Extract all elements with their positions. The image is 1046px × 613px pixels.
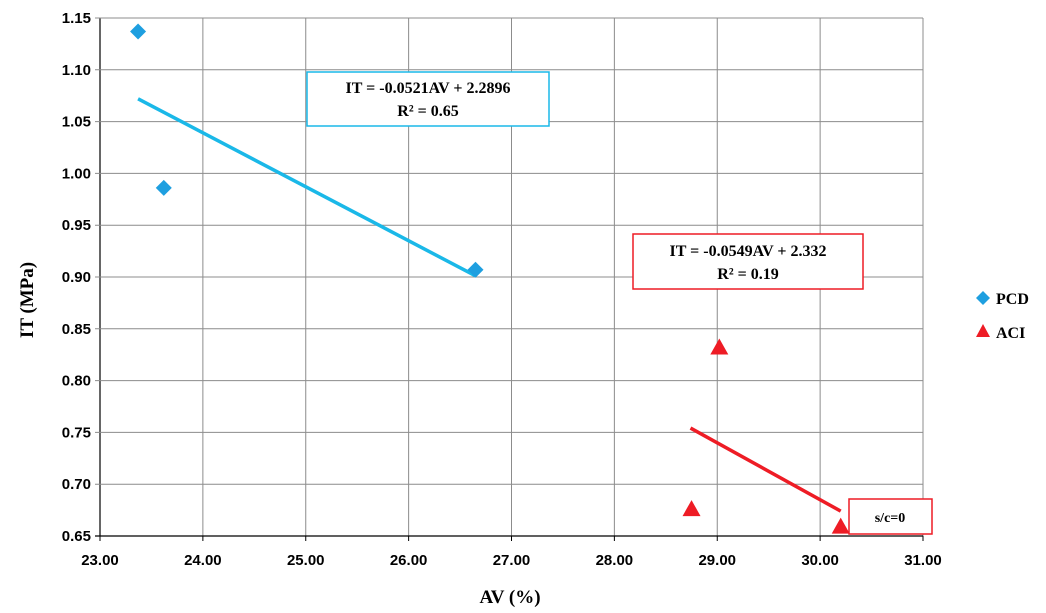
x-tick-label: 29.00: [698, 552, 736, 569]
x-tick-label: 31.00: [904, 552, 942, 569]
aci-r-squared-text: R² = 0.19: [717, 266, 778, 283]
x-tick-label: 25.00: [287, 552, 325, 569]
legend-pcd-label: PCD: [996, 291, 1029, 308]
x-tick-label: 27.00: [493, 552, 531, 569]
sc-label-text: s/c=0: [875, 511, 906, 526]
y-tick-label: 0.70: [62, 476, 91, 493]
y-axis-title: IT (MPa): [17, 262, 38, 338]
x-axis-title: AV (%): [479, 587, 540, 608]
pcd-equation-box: IT = -0.0521AV + 2.2896 R² = 0.65: [306, 71, 550, 127]
legend-item-aci: ACI: [976, 324, 1025, 342]
x-tick-label: 30.00: [801, 552, 839, 569]
sc-label-border: [848, 498, 933, 535]
legend-aci-label: ACI: [996, 325, 1025, 342]
y-tick-label: 0.80: [62, 373, 91, 390]
aci-trendline: [689, 426, 842, 513]
x-tick-label: 26.00: [390, 552, 428, 569]
x-tick-label: 23.00: [81, 552, 119, 569]
y-tick-label: 0.65: [62, 528, 91, 545]
pcd-equation-text: IT = -0.0521AV + 2.2896: [346, 80, 511, 97]
y-tick-label: 1.05: [62, 114, 91, 131]
pcd-trendline: [137, 97, 477, 278]
y-tick-label: 1.15: [62, 10, 91, 27]
x-tick-labels: 23.00 24.00 25.00 26.00 27.00 28.00 29.00 30.00…: [81, 552, 942, 569]
y-tick-label: 0.90: [62, 269, 91, 286]
aci-equation-border: [632, 233, 864, 290]
y-tick-labels: 0.65 0.70 0.75 0.80 0.85 0.90 0.95 1.00 1.05 1.10…: [62, 10, 91, 545]
y-tick-label: 0.75: [62, 424, 91, 441]
legend: PCD ACI: [976, 291, 1029, 342]
pcd-r-squared-text: R² = 0.65: [397, 103, 458, 120]
data-points: [130, 23, 850, 534]
aci-data-point: [710, 338, 729, 355]
pcd-data-point: [155, 179, 172, 196]
pcd-equation-border: [306, 71, 550, 127]
y-tick-label: 0.85: [62, 321, 91, 338]
trendlines: [137, 97, 842, 513]
aci-equation-text: IT = -0.0549AV + 2.332: [670, 243, 827, 260]
aci-equation-box: IT = -0.0549AV + 2.332 R² = 0.19: [632, 233, 864, 290]
pcd-data-point: [130, 23, 147, 40]
legend-aci-marker: [976, 324, 990, 337]
y-tick-label: 1.10: [62, 62, 91, 79]
x-tick-label: 24.00: [184, 552, 222, 569]
x-tick-label: 28.00: [596, 552, 634, 569]
y-tick-label: 0.95: [62, 217, 91, 234]
sc-label-box: s/c=0: [848, 498, 933, 535]
y-tick-label: 1.00: [62, 165, 91, 182]
legend-pcd-marker: [976, 291, 990, 305]
aci-data-point: [831, 517, 850, 534]
aci-data-point: [682, 500, 701, 517]
pcd-data-point: [467, 261, 484, 278]
legend-item-pcd: PCD: [976, 291, 1029, 308]
